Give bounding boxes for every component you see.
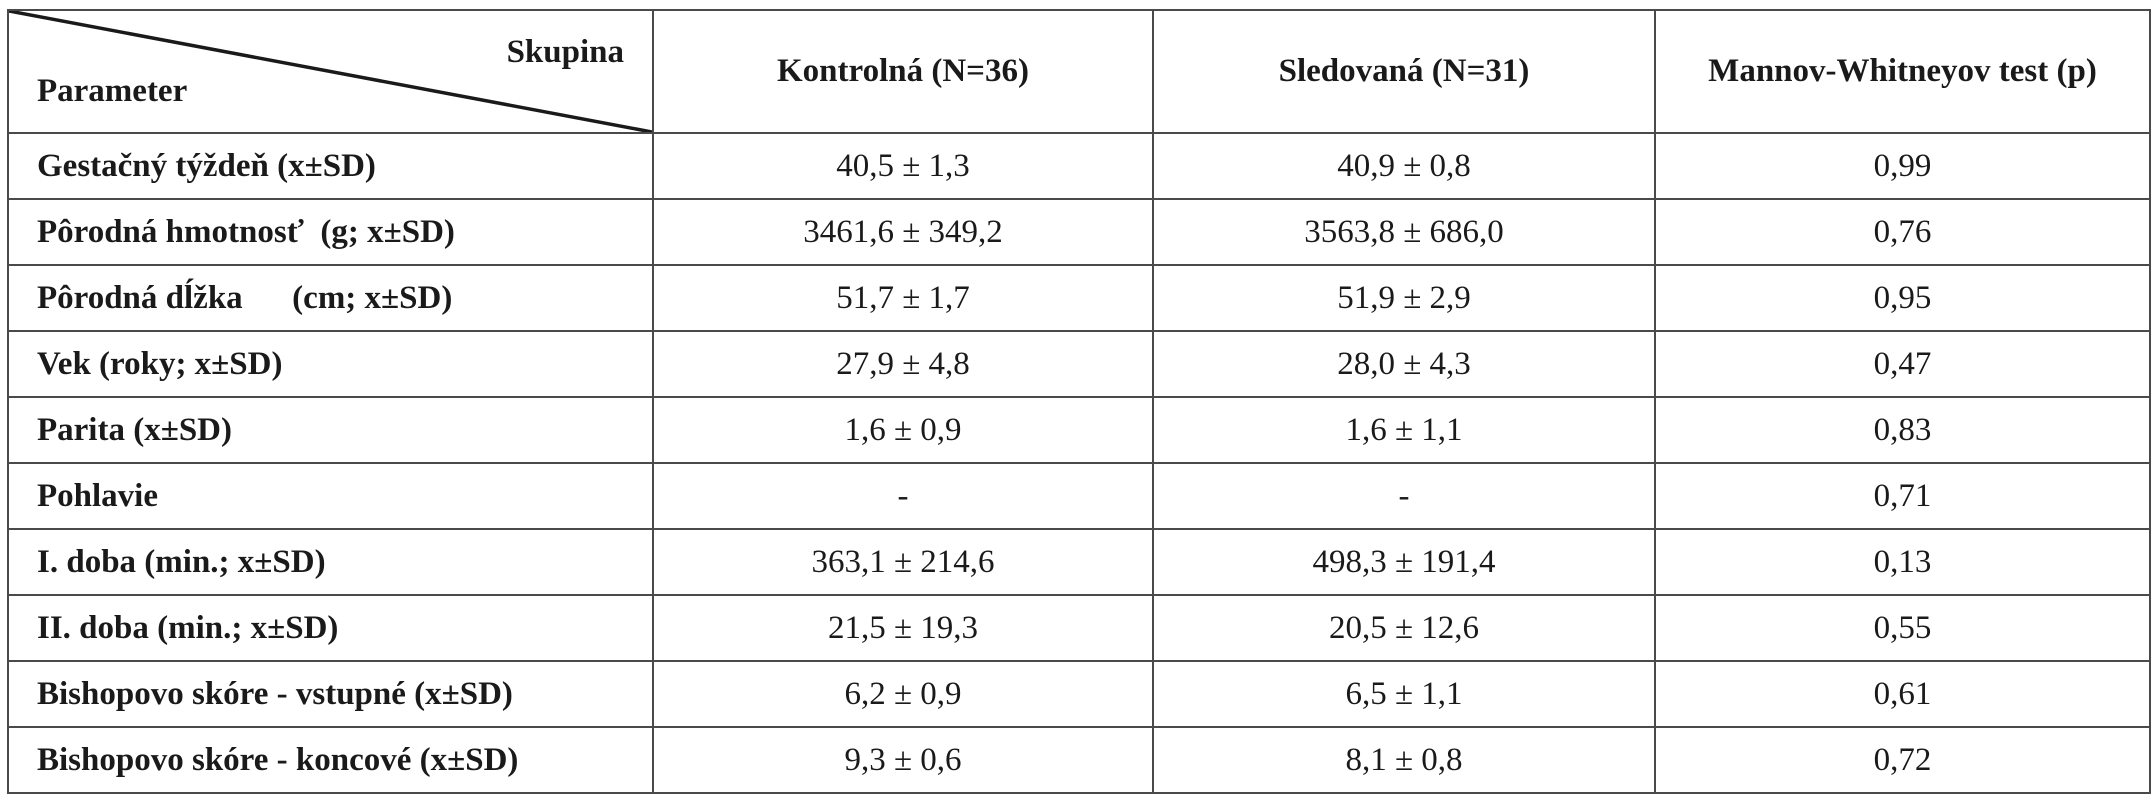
table-row: II. doba (min.; x±SD) 21,5 ± 19,3 20,5 ±…: [7, 594, 2151, 662]
header-row: Skupina Parameter Kontrolná (N=36) Sledo…: [7, 9, 2151, 134]
sledovana-cell: 8,1 ± 0,8: [1152, 726, 1656, 794]
column-header-p-value: Mannov-Whitneyov test (p): [1654, 9, 2151, 134]
kontrolna-cell: 27,9 ± 4,8: [652, 330, 1154, 398]
parameter-cell: Bishopovo skóre - koncové (x±SD): [7, 726, 654, 794]
p-value-cell: 0,99: [1654, 132, 2151, 200]
table-row: Bishopovo skóre - vstupné (x±SD) 6,2 ± 0…: [7, 660, 2151, 728]
sledovana-cell: 1,6 ± 1,1: [1152, 396, 1656, 464]
kontrolna-cell: 1,6 ± 0,9: [652, 396, 1154, 464]
parameter-cell: Vek (roky; x±SD): [7, 330, 654, 398]
comparison-table: Skupina Parameter Kontrolná (N=36) Sledo…: [7, 9, 2151, 794]
sledovana-cell: 51,9 ± 2,9: [1152, 264, 1656, 332]
p-value-cell: 0,72: [1654, 726, 2151, 794]
kontrolna-cell: 21,5 ± 19,3: [652, 594, 1154, 662]
p-value-cell: 0,71: [1654, 462, 2151, 530]
table-row: Pohlavie - - 0,71: [7, 462, 2151, 530]
p-value-cell: 0,13: [1654, 528, 2151, 596]
kontrolna-cell: 51,7 ± 1,7: [652, 264, 1154, 332]
parameter-cell: I. doba (min.; x±SD): [7, 528, 654, 596]
sledovana-cell: 20,5 ± 12,6: [1152, 594, 1656, 662]
kontrolna-cell: 3461,6 ± 349,2: [652, 198, 1154, 266]
p-value-cell: 0,76: [1654, 198, 2151, 266]
row-group-label: Parameter: [37, 73, 188, 109]
kontrolna-cell: 363,1 ± 214,6: [652, 528, 1154, 596]
parameter-cell: Pôrodná hmotnosť (g; x±SD): [7, 198, 654, 266]
table-row: Parita (x±SD) 1,6 ± 0,9 1,6 ± 1,1 0,83: [7, 396, 2151, 464]
corner-header-cell: Skupina Parameter: [7, 9, 654, 134]
kontrolna-cell: 9,3 ± 0,6: [652, 726, 1154, 794]
column-header-sledovana: Sledovaná (N=31): [1152, 9, 1656, 134]
kontrolna-cell: -: [652, 462, 1154, 530]
parameter-cell: Parita (x±SD): [7, 396, 654, 464]
sledovana-cell: 3563,8 ± 686,0: [1152, 198, 1656, 266]
table-row: Bishopovo skóre - koncové (x±SD) 9,3 ± 0…: [7, 726, 2151, 794]
sledovana-cell: 40,9 ± 0,8: [1152, 132, 1656, 200]
table-row: I. doba (min.; x±SD) 363,1 ± 214,6 498,3…: [7, 528, 2151, 596]
sledovana-cell: -: [1152, 462, 1656, 530]
parameter-cell: Pohlavie: [7, 462, 654, 530]
p-value-cell: 0,47: [1654, 330, 2151, 398]
table-row: Pôrodná hmotnosť (g; x±SD) 3461,6 ± 349,…: [7, 198, 2151, 266]
kontrolna-cell: 6,2 ± 0,9: [652, 660, 1154, 728]
column-group-label: Skupina: [506, 34, 624, 70]
parameter-cell: Gestačný týždeň (x±SD): [7, 132, 654, 200]
p-value-cell: 0,95: [1654, 264, 2151, 332]
p-value-cell: 0,83: [1654, 396, 2151, 464]
kontrolna-cell: 40,5 ± 1,3: [652, 132, 1154, 200]
p-value-cell: 0,61: [1654, 660, 2151, 728]
diagonal-divider: [10, 12, 651, 131]
sledovana-cell: 28,0 ± 4,3: [1152, 330, 1656, 398]
sledovana-cell: 498,3 ± 191,4: [1152, 528, 1656, 596]
table-row: Gestačný týždeň (x±SD) 40,5 ± 1,3 40,9 ±…: [7, 132, 2151, 200]
parameter-cell: Pôrodná dĺžka (cm; x±SD): [7, 264, 654, 332]
table-row: Pôrodná dĺžka (cm; x±SD) 51,7 ± 1,7 51,9…: [7, 264, 2151, 332]
table-row: Vek (roky; x±SD) 27,9 ± 4,8 28,0 ± 4,3 0…: [7, 330, 2151, 398]
p-value-cell: 0,55: [1654, 594, 2151, 662]
column-header-kontrolna: Kontrolná (N=36): [652, 9, 1154, 134]
sledovana-cell: 6,5 ± 1,1: [1152, 660, 1656, 728]
parameter-cell: II. doba (min.; x±SD): [7, 594, 654, 662]
parameter-cell: Bishopovo skóre - vstupné (x±SD): [7, 660, 654, 728]
